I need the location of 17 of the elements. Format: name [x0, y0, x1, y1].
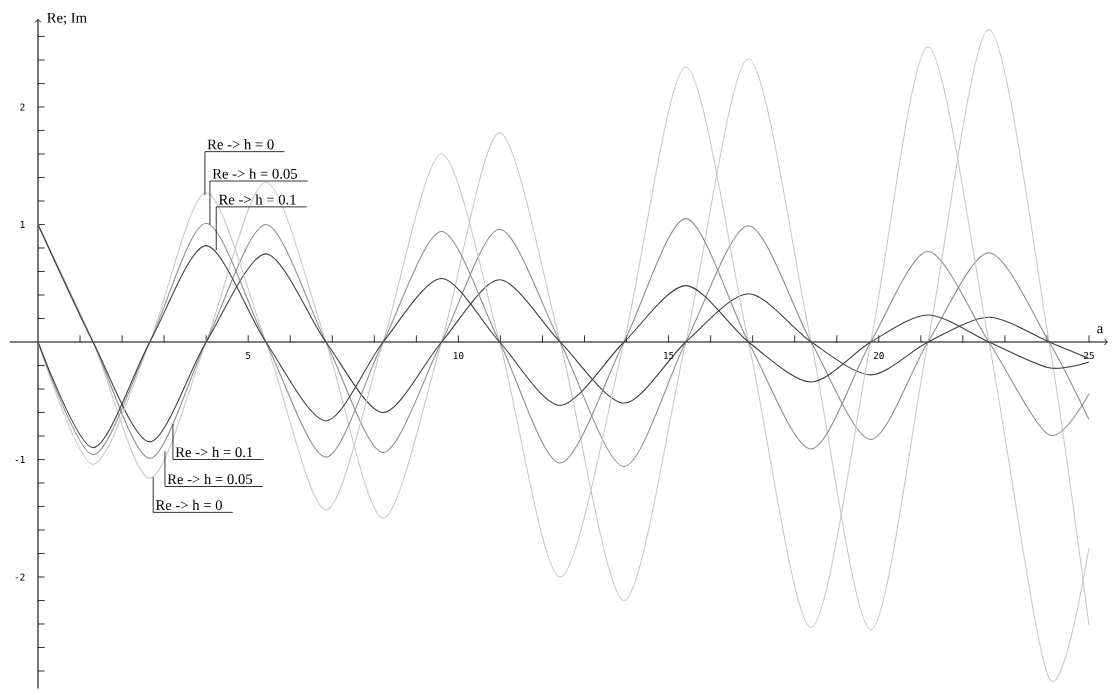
annotation: Re -> h = 0.05 — [167, 473, 253, 485]
x-tick-label: 20 — [873, 352, 884, 360]
x-axis-title: a — [1097, 326, 1103, 334]
y-tick-label: 2 — [20, 103, 25, 111]
y-tick-label: -1 — [15, 456, 25, 463]
y-tick-label: -2 — [15, 573, 25, 581]
x-tick-label: 25 — [1084, 352, 1094, 360]
annotation: Re -> h = 0 — [207, 139, 274, 150]
x-tick-label: 15 — [664, 352, 674, 359]
x-tick-label: 10 — [453, 352, 464, 360]
annotation: Re -> h = 0.05 — [212, 168, 298, 179]
y-tick-label: 1 — [20, 221, 25, 228]
x-tick-label: 5 — [246, 352, 251, 359]
y-axis-title: Re; Im — [47, 12, 87, 25]
annotation: Re -> h = 0.1 — [175, 446, 253, 458]
annotation: Re -> h = 0.1 — [218, 194, 296, 205]
annotation: Re -> h = 0 — [155, 499, 222, 511]
